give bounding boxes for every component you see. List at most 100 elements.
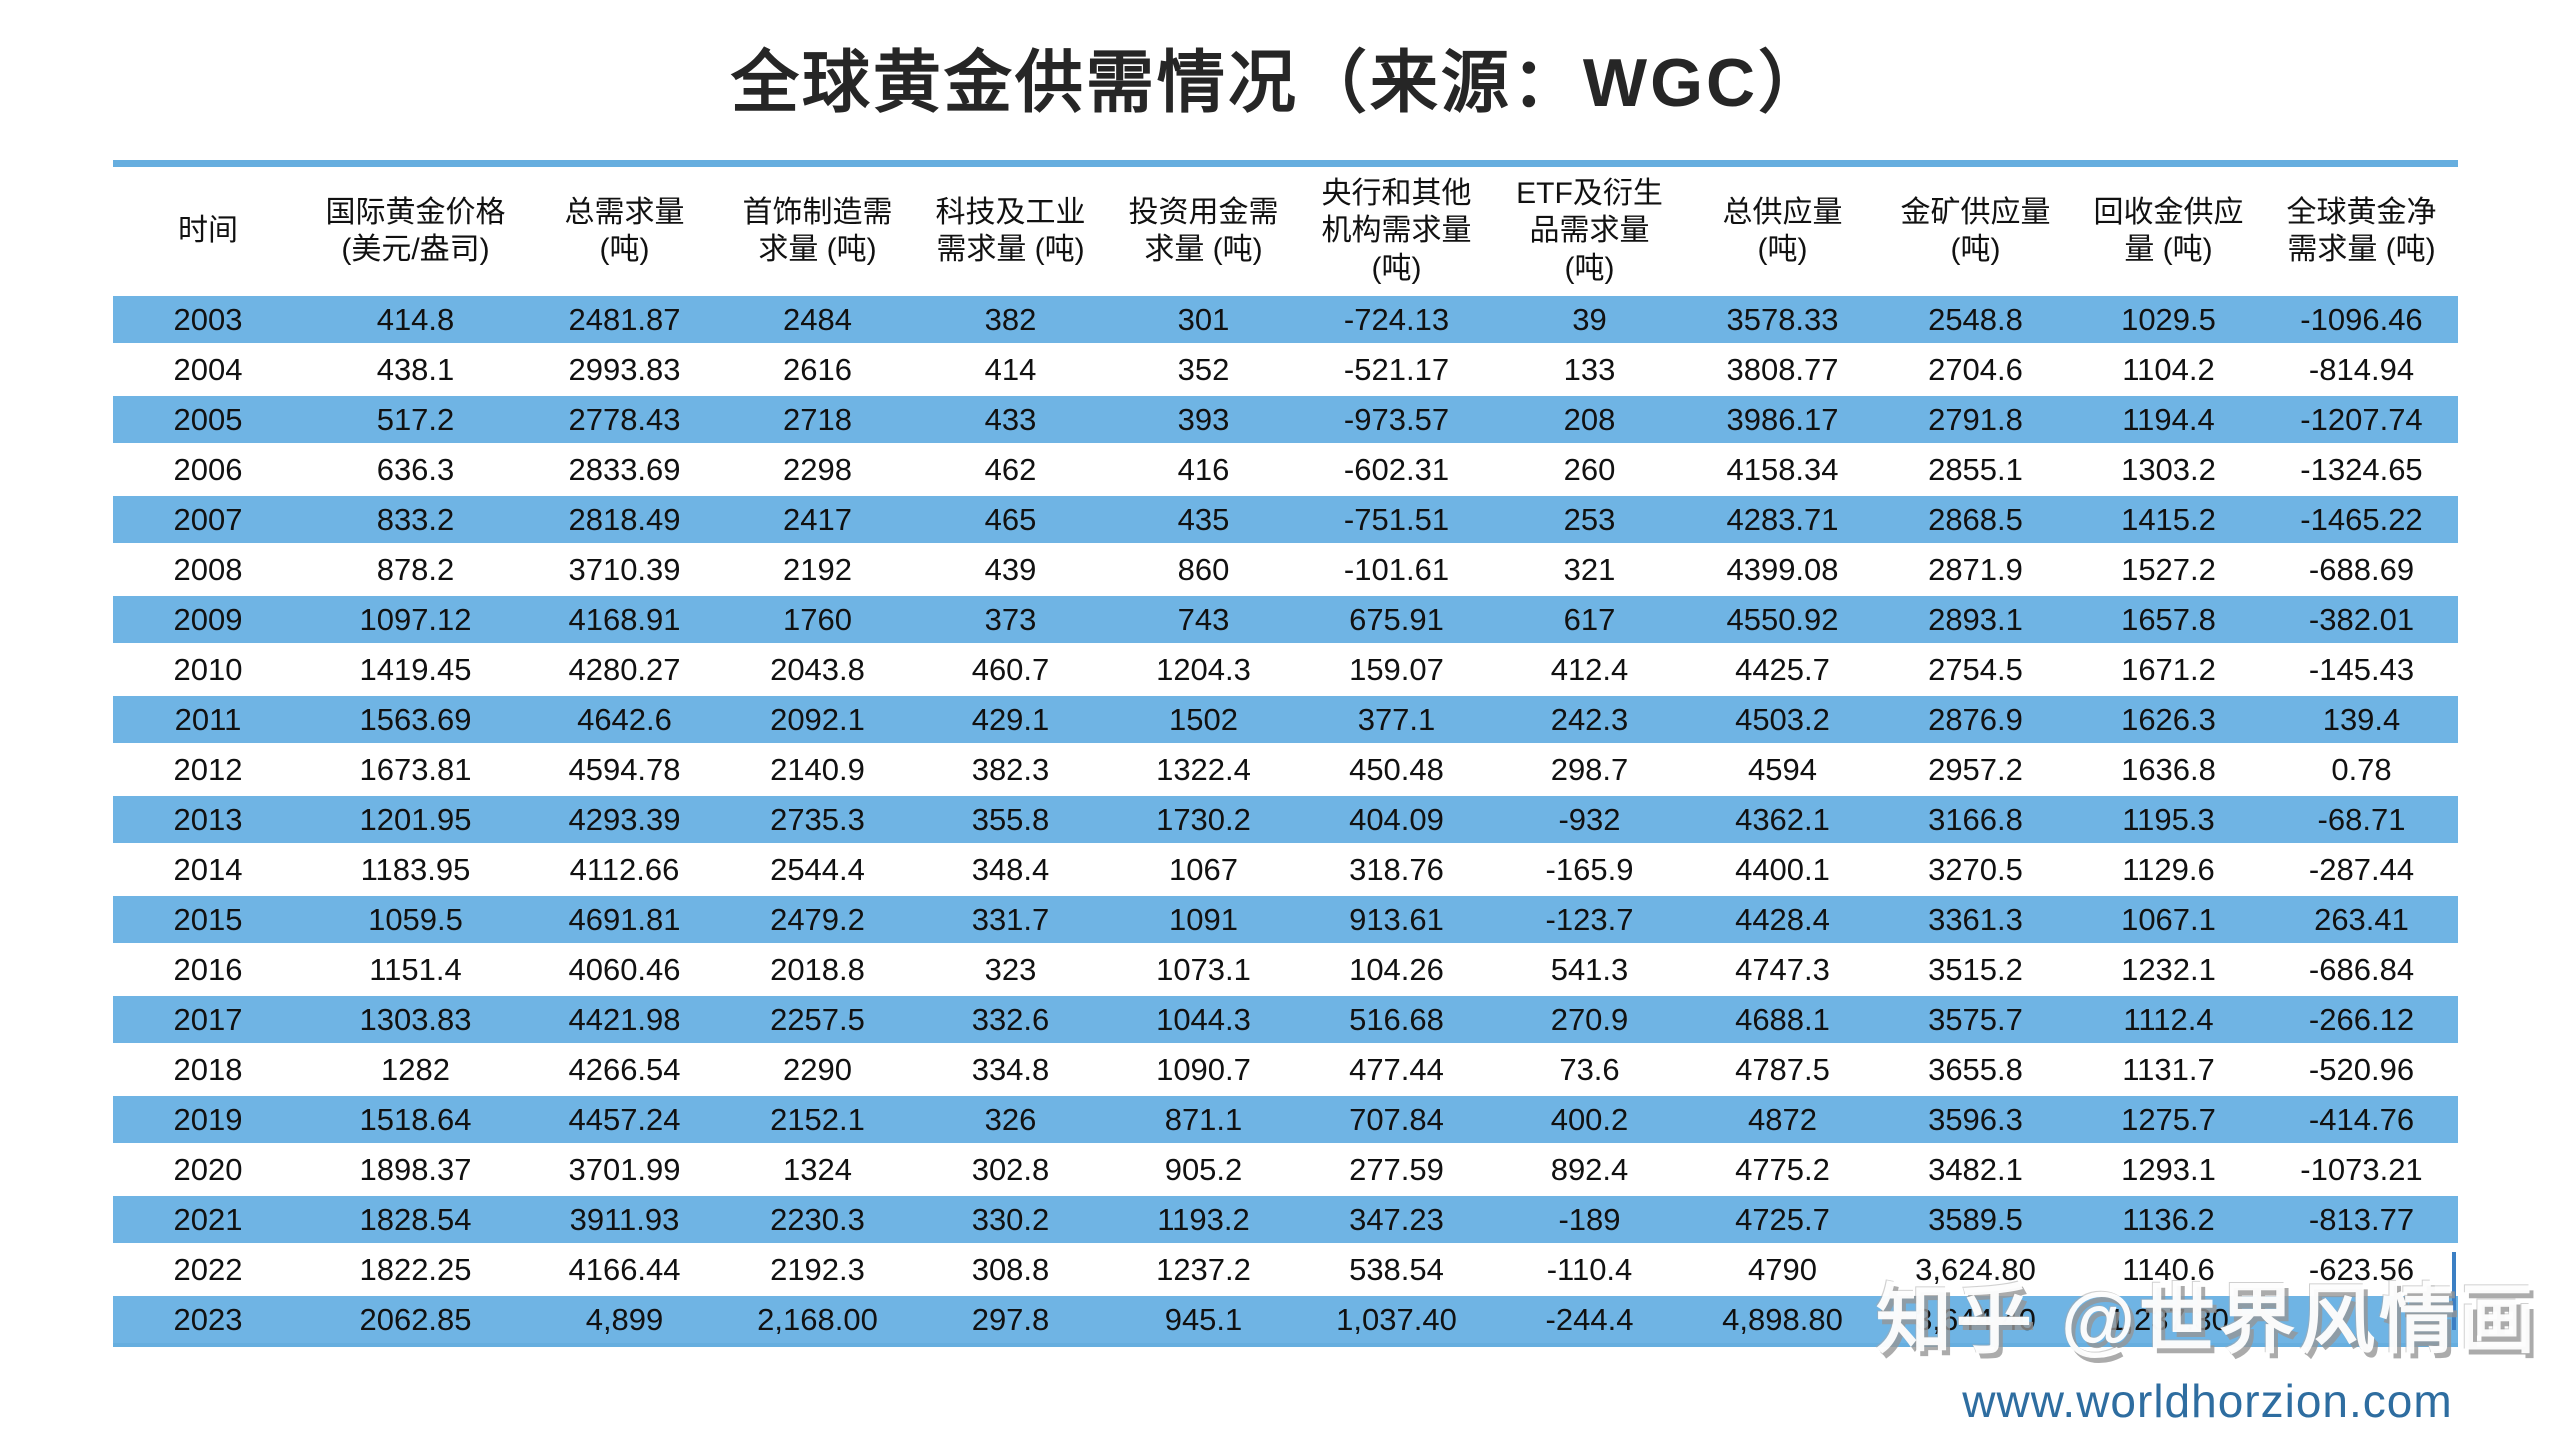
value-cell: 133 — [1563, 351, 1616, 387]
value-cell: 4747.3 — [1735, 951, 1830, 987]
value-cell: 1415.2 — [2121, 501, 2216, 537]
value-cell: 318.76 — [1349, 851, 1444, 887]
value-cell: -813.77 — [2308, 1201, 2415, 1237]
value-cell: 3575.7 — [1928, 1001, 2023, 1037]
value-cell: -623.56 — [2308, 1251, 2415, 1287]
value-cell: 3,644.40 — [1915, 1301, 2036, 1337]
value-cell: 373 — [984, 601, 1037, 637]
table-row: 2016 1151.4 4060.46 2018.8 323 1073.1 104.26 54… — [113, 944, 2458, 995]
value-cell: 2140.9 — [770, 751, 865, 787]
value-cell: 3589.5 — [1928, 1201, 2023, 1237]
year-cell: 2005 — [173, 401, 243, 437]
value-cell: 4399.08 — [1726, 551, 1839, 587]
value-cell: 382 — [984, 301, 1037, 337]
table-row: 2018 1282 4266.54 2290 334.8 1090.7 477.44 73.6… — [113, 1044, 2458, 1095]
value-cell: 4787.5 — [1735, 1051, 1830, 1087]
value-cell: -145.43 — [2308, 651, 2415, 687]
year-cell: 2014 — [173, 851, 243, 887]
value-cell: 4872 — [1748, 1101, 1817, 1137]
value-cell: 1626.3 — [2121, 701, 2216, 737]
value-cell: 2479.2 — [770, 901, 865, 937]
value-cell: 1822.25 — [359, 1251, 472, 1287]
page-title: 全球黄金供需情况（来源：WGC） — [730, 45, 1830, 121]
value-cell: 4790 — [1748, 1251, 1817, 1287]
value-cell: 1232.1 — [2121, 951, 2216, 987]
value-cell: 73.6 — [1559, 1051, 1620, 1087]
value-cell: -1096.46 — [2300, 301, 2423, 337]
table-row: 2022 1822.25 4166.44 2192.3 308.8 1237.2 538.5… — [113, 1244, 2458, 1295]
value-cell: 1502 — [1169, 701, 1238, 737]
table-row: 2011 1563.69 4642.6 2092.1 429.1 1502 377.1 242… — [113, 694, 2458, 745]
value-cell: -287.44 — [2308, 851, 2415, 887]
value-cell: 3482.1 — [1928, 1151, 2023, 1187]
value-cell: 1671.2 — [2121, 651, 2216, 687]
value-cell: -520.96 — [2308, 1051, 2415, 1087]
year-cell: 2009 — [173, 601, 243, 637]
column-header: 金矿供应量 (吨) — [1879, 169, 2072, 295]
value-cell: 2871.9 — [1928, 551, 2023, 587]
value-cell: 1237.2 — [1156, 1251, 1251, 1287]
value-cell: 297.8 — [971, 1301, 1050, 1337]
value-cell: -110.4 — [1546, 1251, 1633, 1287]
table-row: 2013 1201.95 4293.39 2735.3 355.8 1730.2 404.0… — [113, 794, 2458, 845]
value-cell: -244.4 — [1545, 1301, 1634, 1337]
value-cell: 4266.54 — [568, 1051, 681, 1087]
gold-supply-demand-table: 时间 国际黄金价格 (美元/盎司) 总需求量 (吨) 首饰制造需 求量 (吨) 科技及工… — [113, 160, 2458, 1347]
value-cell: 2092.1 — [770, 701, 865, 737]
table-bottom-rule — [113, 1343, 2458, 1347]
value-cell: 1828.54 — [359, 1201, 472, 1237]
value-cell: 4060.46 — [568, 951, 681, 987]
value-cell: 2876.9 — [1928, 701, 2023, 737]
value-cell: 4775.2 — [1735, 1151, 1830, 1187]
value-cell: 302.8 — [971, 1151, 1050, 1187]
data-table: 时间 国际黄金价格 (美元/盎司) 总需求量 (吨) 首饰制造需 求量 (吨) 科技及工… — [113, 169, 2458, 1343]
value-cell: 404.09 — [1349, 801, 1444, 837]
value-cell: 1091 — [1169, 901, 1238, 937]
table-row: 2007 833.2 2818.49 2417 465 435 -751.51 253 4283… — [113, 494, 2458, 545]
value-cell: 1194.4 — [2122, 401, 2215, 437]
table-row: 2017 1303.83 4421.98 2257.5 332.6 1044.3 516.6… — [113, 994, 2458, 1045]
value-cell: -189 — [1558, 1201, 1621, 1237]
value-cell: 4691.81 — [568, 901, 681, 937]
column-header: 总供应量 (吨) — [1686, 169, 1879, 295]
value-cell: 2791.8 — [1928, 401, 2023, 437]
value-cell: 465 — [984, 501, 1037, 537]
value-cell: 4725.7 — [1735, 1201, 1830, 1237]
value-cell: 2778.43 — [568, 401, 681, 437]
year-cell: 2003 — [173, 301, 243, 337]
value-cell: 39 — [1572, 301, 1607, 337]
value-cell: 298.7 — [1550, 751, 1629, 787]
value-cell: 1563.69 — [359, 701, 472, 737]
value-cell: 2868.5 — [1928, 501, 2023, 537]
value-cell: 4283.71 — [1726, 501, 1839, 537]
value-cell: -521.17 — [1343, 351, 1450, 387]
value-cell: 1275.7 — [2121, 1101, 2216, 1137]
value-cell: 1183.95 — [360, 851, 471, 887]
value-cell: 2754.5 — [1928, 651, 2023, 687]
value-cell: 4421.98 — [568, 1001, 681, 1037]
value-cell: 1097.12 — [359, 601, 472, 637]
value-cell: -382.01 — [2308, 601, 2415, 637]
value-cell: 2230.3 — [770, 1201, 865, 1237]
value-cell: 675.91 — [1349, 601, 1444, 637]
value-cell: -688.69 — [2308, 551, 2415, 587]
value-cell: 1303.83 — [359, 1001, 472, 1037]
value-cell: 517.2 — [376, 401, 455, 437]
value-cell: 104.26 — [1349, 951, 1444, 987]
value-cell: 2192 — [783, 551, 852, 587]
value-cell: 438.1 — [376, 351, 455, 387]
value-cell: 2993.83 — [568, 351, 681, 387]
value-cell: 538.54 — [1349, 1251, 1444, 1287]
value-cell: 743 — [1177, 601, 1230, 637]
value-cell: 1636.8 — [2121, 751, 2216, 787]
value-cell: 516.68 — [1349, 1001, 1444, 1037]
table-row: 2009 1097.12 4168.91 1760 373 743 675.91 617 455… — [113, 594, 2458, 645]
value-cell: 1898.37 — [359, 1151, 472, 1187]
value-cell: 2,168.00 — [757, 1301, 878, 1337]
value-cell: 1324 — [783, 1151, 852, 1187]
value-cell: 477.44 — [1349, 1051, 1444, 1087]
value-cell: 4428.4 — [1735, 901, 1830, 937]
value-cell: 2735.3 — [770, 801, 865, 837]
value-cell: 1112.4 — [2123, 1001, 2214, 1037]
value-cell: 4,899 — [585, 1301, 664, 1337]
